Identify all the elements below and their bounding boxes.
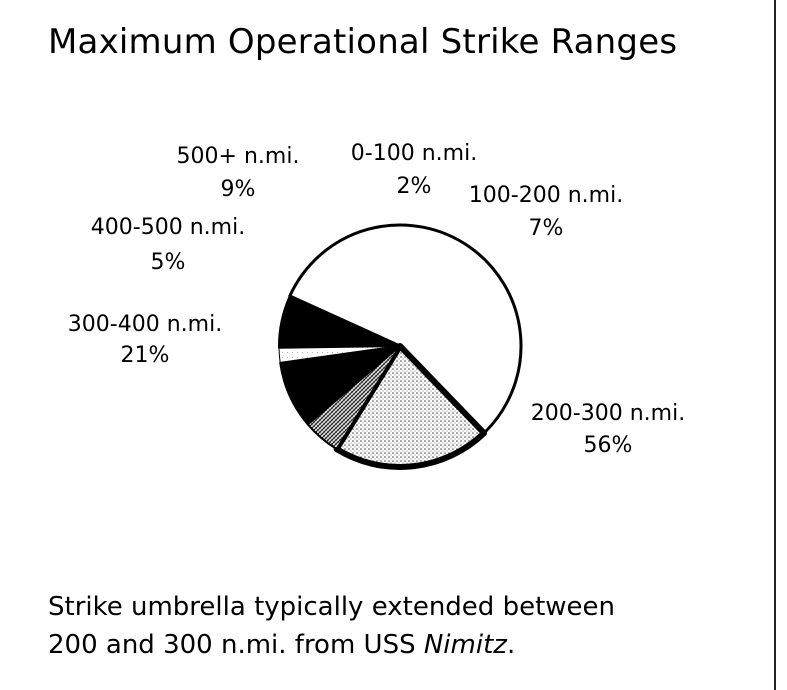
chart-title: Maximum Operational Strike Ranges: [48, 22, 678, 62]
caption-line-2-text: 200 and 300 n.mi. from USS: [48, 630, 424, 660]
caption-line-2-end: .: [506, 630, 516, 660]
slice-texture-line: [400, 231, 411, 335]
slice-percent-label: 9%: [221, 177, 256, 202]
caption-line-2: 200 and 300 n.mi. from USS Nimitz.: [48, 626, 615, 664]
caption-line-1: Strike umbrella typically extended betwe…: [48, 592, 615, 622]
slice-percent-label: 7%: [529, 216, 564, 241]
slice-percent-label: 2%: [397, 174, 432, 199]
slice-percent-label: 21%: [121, 343, 170, 368]
pie-slice-500-n-mi: [279, 345, 401, 426]
caption-ship-name: Nimitz: [423, 630, 507, 660]
slice-label: 300-400 n.mi.: [68, 312, 222, 337]
slice-percent-label: 56%: [584, 433, 633, 458]
slice-percent-label: 5%: [151, 250, 186, 275]
slice-label: 200-300 n.mi.: [531, 401, 685, 426]
page-edge-rule: [774, 0, 776, 690]
slice-label: 100-200 n.mi.: [469, 183, 623, 208]
pie-slice-300-400-n-mi: [333, 343, 488, 470]
pie-slice-200-300-n-mi: [288, 223, 523, 435]
slice-label: 400-500 n.mi.: [91, 215, 245, 240]
chart-caption: Strike umbrella typically extended betwe…: [48, 588, 615, 664]
slice-label: 0-100 n.mi.: [351, 141, 477, 166]
slice-label: 500+ n.mi.: [177, 144, 300, 169]
